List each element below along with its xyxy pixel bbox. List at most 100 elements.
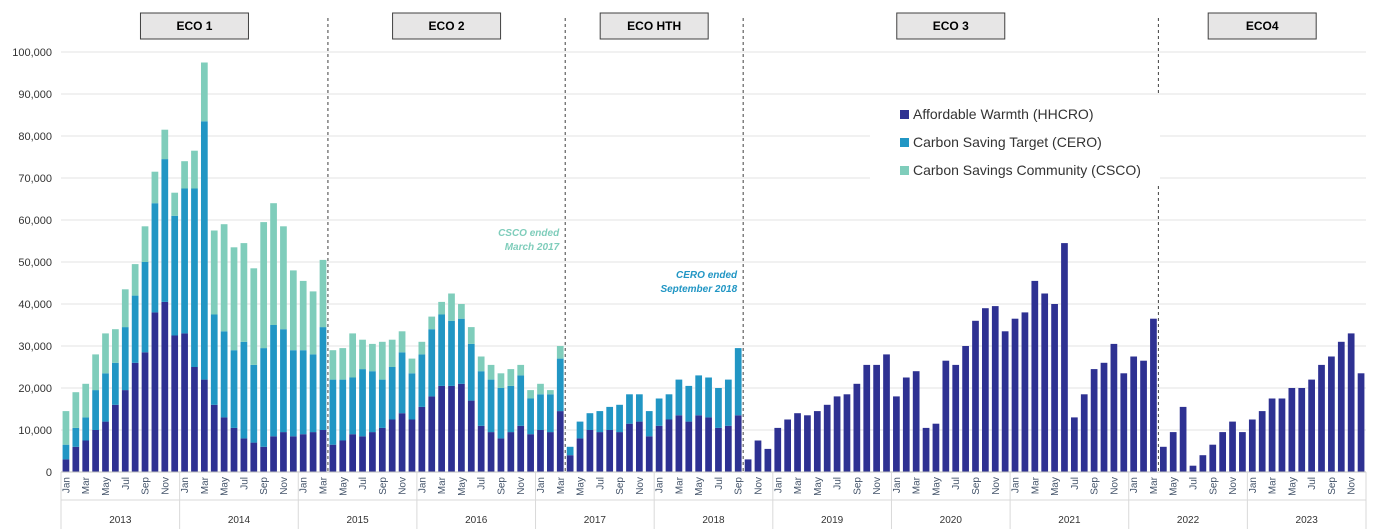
bar-segment-hhcro [1169, 432, 1177, 472]
y-tick-label: 40,000 [18, 299, 52, 311]
bar-segment-hhcro [547, 432, 554, 472]
month-tick-label: Mar [1268, 476, 1279, 494]
bar-segment-cero [289, 350, 297, 437]
y-tick-label: 100,000 [12, 47, 52, 59]
bar-segment-hhcro [655, 425, 663, 472]
bar-segment-hhcro [1278, 398, 1286, 472]
bar-segment-csco [369, 343, 376, 372]
bar-segment-csco [220, 224, 228, 332]
bar-segment-csco [289, 270, 297, 351]
bar-segment-csco [428, 316, 436, 330]
month-tick-label: May [576, 477, 587, 496]
bar-segment-csco [329, 350, 337, 380]
bar-segment-hhcro [369, 432, 376, 472]
bar-segment-csco [112, 329, 119, 363]
y-axis: 0 10,000 20,000 30,000 40,000 50,000 60,000 70,… [12, 47, 52, 479]
bar-segment-hhcro [774, 427, 782, 472]
month-tick-label: Jan [180, 477, 191, 493]
bar-segment-cero [695, 375, 703, 416]
bar-segment-hhcro [1179, 406, 1187, 472]
bar-segment-cero [576, 421, 584, 439]
bar-segment-cero [339, 379, 347, 441]
bar-segment-cero [586, 413, 594, 430]
bar-segment-cero [547, 394, 554, 433]
legend-swatch [900, 166, 909, 175]
bar-segment-cero [675, 379, 683, 416]
month-tick-label: Jul [1188, 477, 1199, 490]
month-tick-label: May [1050, 477, 1061, 496]
bar-segment-csco [527, 390, 534, 399]
bar-segment-hhcro [1189, 465, 1197, 472]
year-label: 2023 [1296, 515, 1319, 526]
bar-segment-hhcro [507, 432, 515, 472]
month-tick-label: Sep [1090, 477, 1101, 495]
scheme-header-label: ECO HTH [627, 19, 681, 33]
bar-segment-hhcro [260, 446, 268, 472]
month-tick-label: Mar [1030, 476, 1041, 494]
bar-segment-hhcro [1199, 455, 1207, 472]
bar-segment-csco [438, 301, 445, 315]
month-tick-label: Mar [674, 476, 685, 494]
bar-segment-cero [230, 350, 238, 428]
bar-segment-csco [82, 383, 90, 418]
month-tick-label: May [813, 477, 824, 496]
bar-segment-hhcro [1229, 421, 1236, 472]
bar-segment-hhcro [378, 427, 386, 472]
bar-segment-hhcro [1308, 379, 1315, 472]
bar-segment-hhcro [141, 352, 149, 472]
year-label: 2020 [940, 515, 963, 526]
bar-segment-csco [547, 390, 554, 395]
month-tick-label: Nov [160, 477, 171, 495]
bar-segment-hhcro [1051, 304, 1058, 472]
bar-segment-hhcro [784, 419, 792, 472]
bar-segment-hhcro [250, 442, 258, 472]
y-tick-label: 0 [46, 467, 52, 479]
bar-segment-csco [250, 268, 258, 365]
y-tick-label: 50,000 [18, 257, 52, 269]
bar-segment-csco [240, 243, 248, 342]
month-tick-label: Jan [892, 477, 903, 493]
bar-segment-hhcro [794, 413, 801, 472]
bar-segment-cero [428, 329, 436, 397]
month-tick-label: Mar [200, 476, 211, 494]
bar-segment-cero [606, 406, 614, 430]
bar-segment-cero [131, 295, 139, 363]
month-tick-label: Jan [655, 477, 666, 493]
bar-segment-csco [270, 203, 277, 325]
bar-segment-cero [220, 331, 228, 418]
annotations: CSCO ended March 2017 CERO ended September … [498, 228, 738, 295]
month-tick-label: Jul [358, 477, 369, 490]
year-label: 2018 [702, 515, 725, 526]
month-tick-label: Jul [951, 477, 962, 490]
bar-segment-hhcro [359, 436, 366, 472]
bar-segment-hhcro [1318, 364, 1325, 472]
bar-segment-hhcro [972, 320, 979, 472]
bar-segment-cero [121, 327, 129, 391]
bar-segment-hhcro [487, 432, 495, 472]
bar-segment-hhcro [200, 379, 208, 472]
bar-segment-hhcro [517, 425, 525, 472]
bar-segment-hhcro [102, 421, 109, 472]
scheme-dividers: ECO 1 ECO 2 ECO HTH ECO 3 ECO4 [139, 12, 1317, 472]
bar-segment-hhcro [1258, 411, 1266, 472]
bar-segment-hhcro [171, 335, 179, 472]
month-tick-label: Mar [556, 476, 567, 494]
bar-segment-csco [299, 280, 307, 351]
month-tick-label: Nov [753, 477, 764, 495]
bar-segment-cero [566, 446, 574, 456]
bar-segment-csco [200, 62, 208, 122]
bar-segment-cero [82, 417, 90, 441]
bar-segment-hhcro [645, 436, 653, 472]
bar-segment-csco [161, 129, 169, 160]
month-tick-label: Mar [81, 476, 92, 494]
scheme-header-label: ECO 1 [176, 19, 212, 33]
bar-segment-cero [527, 398, 534, 435]
month-tick-label: Jan [299, 477, 310, 493]
bar-segment-csco [191, 150, 198, 189]
bar-segment-cero [378, 379, 386, 428]
month-tick-label: Sep [496, 477, 507, 495]
bar-segment-cero [161, 159, 169, 302]
scheme-header-box [599, 12, 709, 40]
month-tick-label: Sep [852, 477, 863, 495]
